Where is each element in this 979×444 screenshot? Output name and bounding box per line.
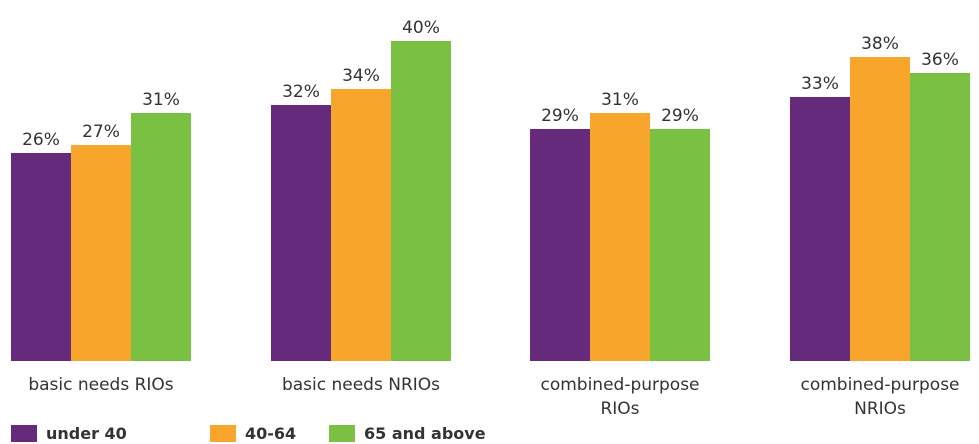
bar-65-and-above [650, 129, 710, 361]
value-label-under-40: 33% [801, 74, 839, 94]
bar-under-40 [271, 105, 331, 361]
bar-40-64 [331, 89, 391, 361]
category-label: RIOs [600, 399, 639, 419]
value-label-65-and-above: 29% [661, 106, 699, 126]
value-label-40-64: 27% [82, 122, 120, 142]
bar-group-combined-purpose-rios: 29% 31% 29% [530, 90, 710, 361]
legend-label-65-and-above: 65 and above [364, 424, 486, 443]
legend-swatch-40-64 [210, 425, 236, 442]
bar-under-40 [530, 129, 590, 361]
bar-40-64 [71, 145, 131, 361]
bar-65-and-above [131, 113, 191, 361]
category-label: combined-purpose [800, 375, 959, 395]
legend-swatch-65-and-above [329, 425, 355, 442]
category-label: combined-purpose [540, 375, 699, 395]
category-label: basic needs NRIOs [282, 375, 440, 395]
bar-under-40 [790, 97, 850, 361]
bar-65-and-above [910, 73, 970, 361]
value-label-under-40: 32% [282, 82, 320, 102]
bar-40-64 [850, 57, 910, 361]
legend-label-under-40: under 40 [46, 424, 127, 443]
bar-group-basic-needs-nrios: 32% 34% 40% [271, 18, 451, 361]
legend-item-65-and-above: 65 and above [329, 424, 486, 443]
value-label-under-40: 29% [541, 106, 579, 126]
bar-group-basic-needs-rios: 26% 27% 31% [11, 90, 191, 361]
legend-swatch-under-40 [11, 425, 37, 442]
value-label-65-and-above: 36% [921, 50, 959, 70]
legend: under 40 40-64 65 and above [0, 424, 979, 444]
legend-label-40-64: 40-64 [245, 424, 297, 443]
value-label-under-40: 26% [22, 130, 60, 150]
category-label: NRIOs [854, 399, 906, 419]
value-label-40-64: 38% [861, 34, 899, 54]
bar-40-64 [590, 113, 650, 361]
value-label-40-64: 31% [601, 90, 639, 110]
legend-item-40-64: 40-64 [210, 424, 296, 443]
value-label-65-and-above: 40% [402, 18, 440, 38]
value-label-65-and-above: 31% [142, 90, 180, 110]
bar-group-combined-purpose-nrios: 33% 38% 36% [790, 34, 970, 361]
bar-under-40 [11, 153, 71, 361]
legend-item-under-40: under 40 [11, 424, 127, 443]
category-label: basic needs RIOs [28, 375, 173, 395]
bar-chart: 26% 27% 31% basic needs RIOs 32% 34% 40% basic … [11, 18, 970, 419]
value-label-40-64: 34% [342, 66, 380, 86]
bar-65-and-above [391, 41, 451, 361]
